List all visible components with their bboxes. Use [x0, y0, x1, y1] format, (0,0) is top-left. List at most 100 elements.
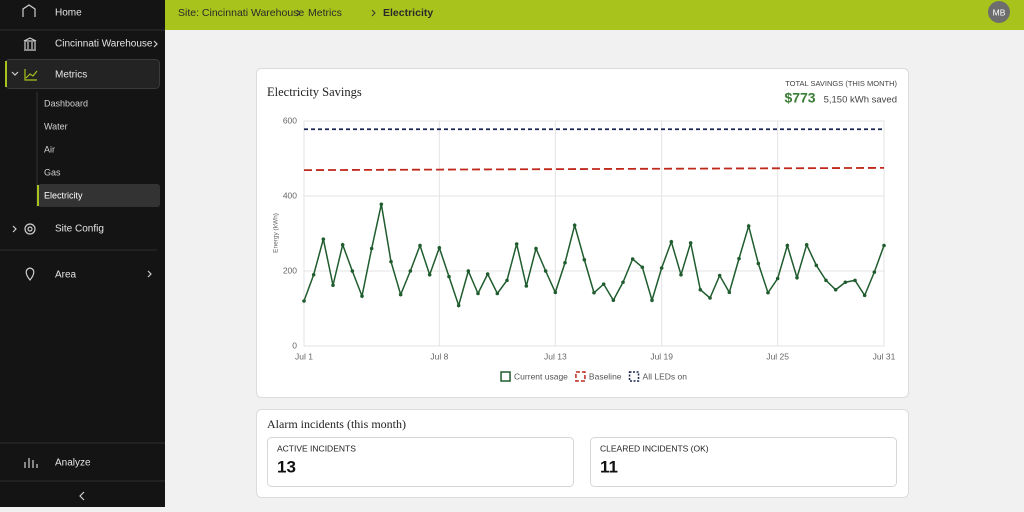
data-point	[882, 243, 886, 248]
data-point	[853, 278, 857, 283]
legend-label: Current usage	[514, 371, 568, 381]
nav-sub[interactable]: Dashboard	[44, 98, 88, 108]
data-point	[321, 237, 326, 241]
x-tick-label: Jul 8	[430, 351, 448, 361]
data-point	[611, 298, 616, 303]
x-tick-label: Jul 31	[873, 351, 896, 361]
card-title: Electricity Savings	[267, 85, 362, 99]
card-title: Alarm incidents (this month)	[267, 417, 406, 431]
legend-label: All LEDs on	[643, 371, 688, 381]
data-point	[398, 292, 403, 297]
data-point	[418, 243, 422, 248]
data-point	[630, 257, 635, 261]
config-icon-core	[27, 226, 33, 232]
chevron	[147, 270, 152, 278]
data-point	[331, 283, 335, 288]
cleared-incidents-box	[590, 437, 897, 487]
site-icon	[23, 37, 37, 51]
data-point	[746, 224, 751, 228]
breadcrumb-item[interactable]: Metrics	[308, 7, 342, 19]
data-point	[688, 241, 693, 245]
total-label: TOTAL SAVINGS (THIS MONTH)	[785, 79, 897, 88]
data-point	[756, 261, 761, 266]
data-point	[833, 287, 838, 292]
data-point	[466, 269, 471, 273]
data-point	[592, 290, 596, 295]
data-point	[495, 291, 500, 296]
chevron	[12, 225, 17, 233]
nav-sub[interactable]: Gas	[44, 167, 61, 177]
nav-area[interactable]: Area	[55, 270, 77, 281]
y-axis-label: Energy (kWh)	[273, 213, 280, 253]
sub-active-bg	[38, 184, 160, 207]
data-point	[698, 287, 703, 292]
active-count: 13	[277, 457, 296, 476]
breadcrumb-item[interactable]: Site: Cincinnati Warehouse	[178, 7, 304, 19]
data-point	[543, 269, 548, 273]
nav-analyze[interactable]: Analyze	[55, 458, 91, 469]
sidebar-dividers	[0, 29, 165, 482]
data-point	[534, 246, 538, 251]
data-point	[582, 257, 587, 262]
nav-metrics[interactable]: Metrics	[55, 70, 87, 81]
data-point	[795, 275, 799, 280]
chevron	[11, 71, 19, 76]
home-icon	[22, 4, 36, 17]
data-point	[456, 303, 461, 308]
config-icon	[24, 223, 36, 235]
metrics-icon	[24, 69, 38, 81]
y-tick-label: 200	[283, 265, 297, 275]
analyze-icon	[24, 458, 38, 468]
data-point	[340, 242, 345, 247]
collapse-button[interactable]	[79, 491, 85, 501]
data-point	[572, 223, 577, 228]
data-point	[659, 266, 664, 270]
y-tick-label: 600	[283, 115, 297, 125]
data-point	[447, 274, 451, 279]
kwh-saved: 5,150 kWh saved	[824, 95, 897, 106]
data-point	[311, 272, 316, 277]
savings-card	[256, 68, 909, 398]
chart: 0 200 400 600 Jul 1 Jul 8 Jul 13 Jul 19 Jul 25 Ju…	[283, 115, 896, 382]
data-point	[737, 256, 741, 261]
data-point	[679, 272, 683, 277]
data-point	[563, 260, 567, 265]
nav-sub[interactable]: Water	[44, 121, 68, 131]
data-point	[379, 202, 384, 207]
avatar[interactable]	[988, 1, 1010, 23]
nav-sub[interactable]: Electricity	[44, 190, 83, 200]
data-point	[640, 265, 645, 270]
legend-swatch	[575, 371, 586, 382]
data-point	[814, 263, 819, 268]
y-tick-label: 400	[283, 190, 297, 200]
data-point	[843, 280, 848, 285]
data-point	[824, 278, 828, 283]
data-point	[524, 284, 529, 288]
data-point	[775, 276, 780, 281]
data-point	[360, 294, 364, 298]
x-tick-label: Jul 19	[650, 351, 673, 361]
data-point	[717, 273, 722, 278]
data-point	[505, 278, 509, 283]
cleared-count: 11	[600, 457, 618, 476]
data-point	[350, 269, 355, 273]
y-tick-label: 0	[292, 340, 297, 350]
total-value: $773	[784, 90, 815, 106]
nav-site[interactable]: Cincinnati Warehouse	[55, 39, 153, 50]
series-line	[303, 166, 885, 172]
data-point	[621, 280, 625, 285]
nav-site-config[interactable]: Site Config	[55, 224, 104, 235]
data-point	[427, 272, 432, 277]
nav-sub[interactable]: Air	[44, 144, 55, 154]
data-point	[302, 299, 306, 303]
active-label: ACTIVE INCIDENTS	[277, 443, 356, 453]
x-tick-label: Jul 1	[295, 351, 313, 361]
avatar-initials: MB	[993, 7, 1006, 17]
data-point	[708, 296, 712, 300]
nav-home[interactable]: Home	[55, 8, 82, 19]
legend-label: Baseline	[589, 371, 622, 381]
nav-active-accent	[5, 61, 7, 87]
data-point	[872, 270, 877, 274]
data-point	[804, 242, 809, 247]
